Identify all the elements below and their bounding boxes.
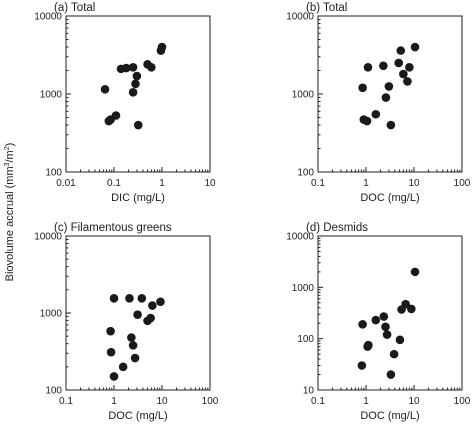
data-point (132, 71, 142, 81)
x-tick-label: 0.01 (56, 178, 76, 189)
data-point (401, 299, 410, 309)
data-point (137, 294, 147, 303)
data-point (148, 301, 157, 310)
panel-a-total: 0.01 0.1 1 10 100 1000 10000(a) Total DIC (mg/L… (34, 2, 216, 204)
y-tick-label: 10 (303, 386, 315, 397)
data-point (384, 82, 394, 91)
y-tick-label: 10000 (34, 232, 62, 243)
data-point (381, 93, 391, 102)
x-tick-label: 1 (159, 178, 165, 189)
data-point (405, 62, 414, 72)
x-tick-label: 0.1 (59, 396, 73, 407)
shared-y-axis-label: Biovolume accrual (mm3/m2) (4, 143, 16, 282)
x-tick-label: 1 (111, 396, 117, 407)
data-point (118, 362, 128, 372)
data-point (358, 320, 367, 329)
y-tick-label: 100 (297, 168, 314, 179)
data-point (358, 83, 367, 93)
data-point (364, 340, 373, 350)
x-tick-label: 1 (363, 396, 369, 407)
data-point (109, 372, 119, 381)
data-point (394, 58, 403, 68)
y-tick-label: 100 (297, 334, 314, 345)
y-tick-label: 1000 (292, 283, 315, 294)
x-axis-label: DOC (mg/L) (108, 410, 167, 422)
data-point (407, 304, 416, 314)
data-point (156, 297, 165, 307)
data-point (379, 61, 388, 71)
data-point (389, 349, 399, 359)
panel-title: (c) Filamentous greens (54, 222, 172, 234)
x-tick-label: 0.1 (107, 178, 121, 189)
data-point (128, 62, 138, 72)
data-point (128, 341, 138, 350)
plot-frame (65, 15, 211, 173)
x-tick-label: 10 (204, 178, 216, 189)
x-axis-label: DOC (mg/L) (360, 410, 419, 422)
x-tick-label: 100 (454, 178, 471, 189)
data-point (363, 62, 373, 72)
y-tick-label: 1000 (40, 90, 63, 101)
data-point (100, 84, 110, 94)
data-point (106, 326, 115, 336)
data-point (381, 322, 390, 332)
data-point (403, 77, 412, 86)
data-point (128, 88, 138, 97)
data-point (146, 313, 155, 323)
x-tick-label: 10 (408, 396, 420, 407)
data-point (399, 69, 408, 79)
x-tick-label: 0.1 (311, 178, 325, 189)
data-point (106, 347, 116, 357)
data-point (386, 120, 396, 130)
y-tick-label: 10000 (286, 12, 314, 23)
y-tick-label: 10000 (34, 12, 62, 23)
data-point (157, 42, 167, 52)
plot-frame (317, 15, 463, 173)
x-tick-label: 10 (156, 396, 168, 407)
data-point (379, 312, 389, 321)
panel-title: (b) Total (306, 2, 347, 14)
panel-c-filamentous-greens: 0.1 1 10 100 100 1000 10000(c) Filamentous gre… (34, 222, 219, 422)
data-point (357, 361, 367, 370)
data-point (111, 111, 121, 120)
panel-d-desmids: 0.1 1 10 100 10 100 1000 10000(d) Desmids DOC (m… (286, 222, 471, 422)
data-point (410, 267, 420, 277)
panel-title: (d) Desmids (306, 222, 368, 234)
panel-b-total: 0.1 1 10 100 100 1000 10000(b) Total DOC (mg/L) (286, 2, 471, 204)
y-tick-label: 100 (45, 386, 62, 397)
data-point (410, 42, 420, 52)
data-point (395, 335, 405, 345)
data-point (371, 315, 381, 325)
x-tick-label: 1 (363, 178, 369, 189)
y-tick-label: 1000 (40, 309, 63, 320)
x-axis-label: DOC (mg/L) (360, 192, 419, 204)
data-point (371, 109, 381, 119)
data-point (133, 120, 143, 130)
data-point (382, 330, 392, 339)
x-axis-label: DIC (mg/L) (111, 192, 165, 204)
data-point (362, 116, 372, 126)
x-tick-label: 100 (454, 396, 471, 407)
y-tick-label: 1000 (292, 90, 315, 101)
data-point (127, 333, 136, 342)
data-point (121, 63, 131, 73)
y-tick-label: 10000 (286, 232, 314, 243)
panel-title: (a) Total (54, 2, 95, 14)
data-point (130, 353, 140, 363)
data-point (133, 310, 142, 320)
data-point (396, 46, 406, 55)
x-tick-label: 0.1 (311, 396, 325, 407)
x-tick-label: 10 (408, 178, 420, 189)
x-tick-label: 100 (202, 396, 219, 407)
data-point (147, 62, 156, 72)
y-tick-label: 100 (45, 168, 62, 179)
data-point (109, 294, 119, 303)
data-point (125, 294, 134, 303)
plot-frame (317, 235, 463, 391)
data-point (131, 79, 140, 89)
data-point (386, 370, 396, 379)
